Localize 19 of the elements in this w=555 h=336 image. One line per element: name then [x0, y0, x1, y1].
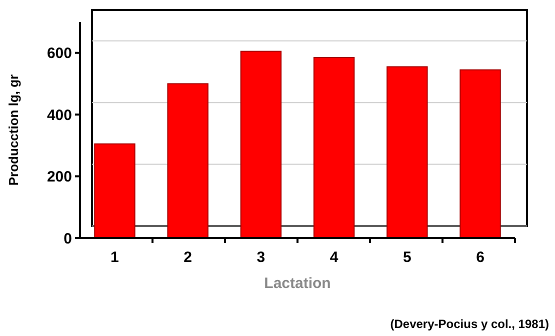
text: (Devery-Pocius y col., 1981) — [390, 317, 549, 331]
y-tick-label: 600 — [46, 45, 72, 62]
x-tick-label: 5 — [402, 249, 412, 266]
bar — [313, 56, 355, 238]
y-tick-label: 0 — [64, 230, 72, 248]
bar — [94, 143, 136, 238]
x-tick-label: 1 — [110, 249, 119, 266]
bar — [460, 69, 501, 238]
bar — [240, 50, 282, 238]
x-tick-label: 3 — [256, 249, 266, 266]
y-axis-title: Producction lg, gr — [6, 74, 21, 186]
bar — [386, 66, 428, 238]
x-tick-label: 4 — [330, 249, 339, 266]
x-tick-label: 2 — [184, 249, 192, 266]
y-tick-label: 400 — [46, 106, 72, 124]
bar — [167, 83, 208, 238]
y-tick-label: 200 — [46, 168, 72, 186]
x-axis-title: Lactation — [264, 275, 331, 292]
x-tick-label: 6 — [476, 249, 484, 266]
